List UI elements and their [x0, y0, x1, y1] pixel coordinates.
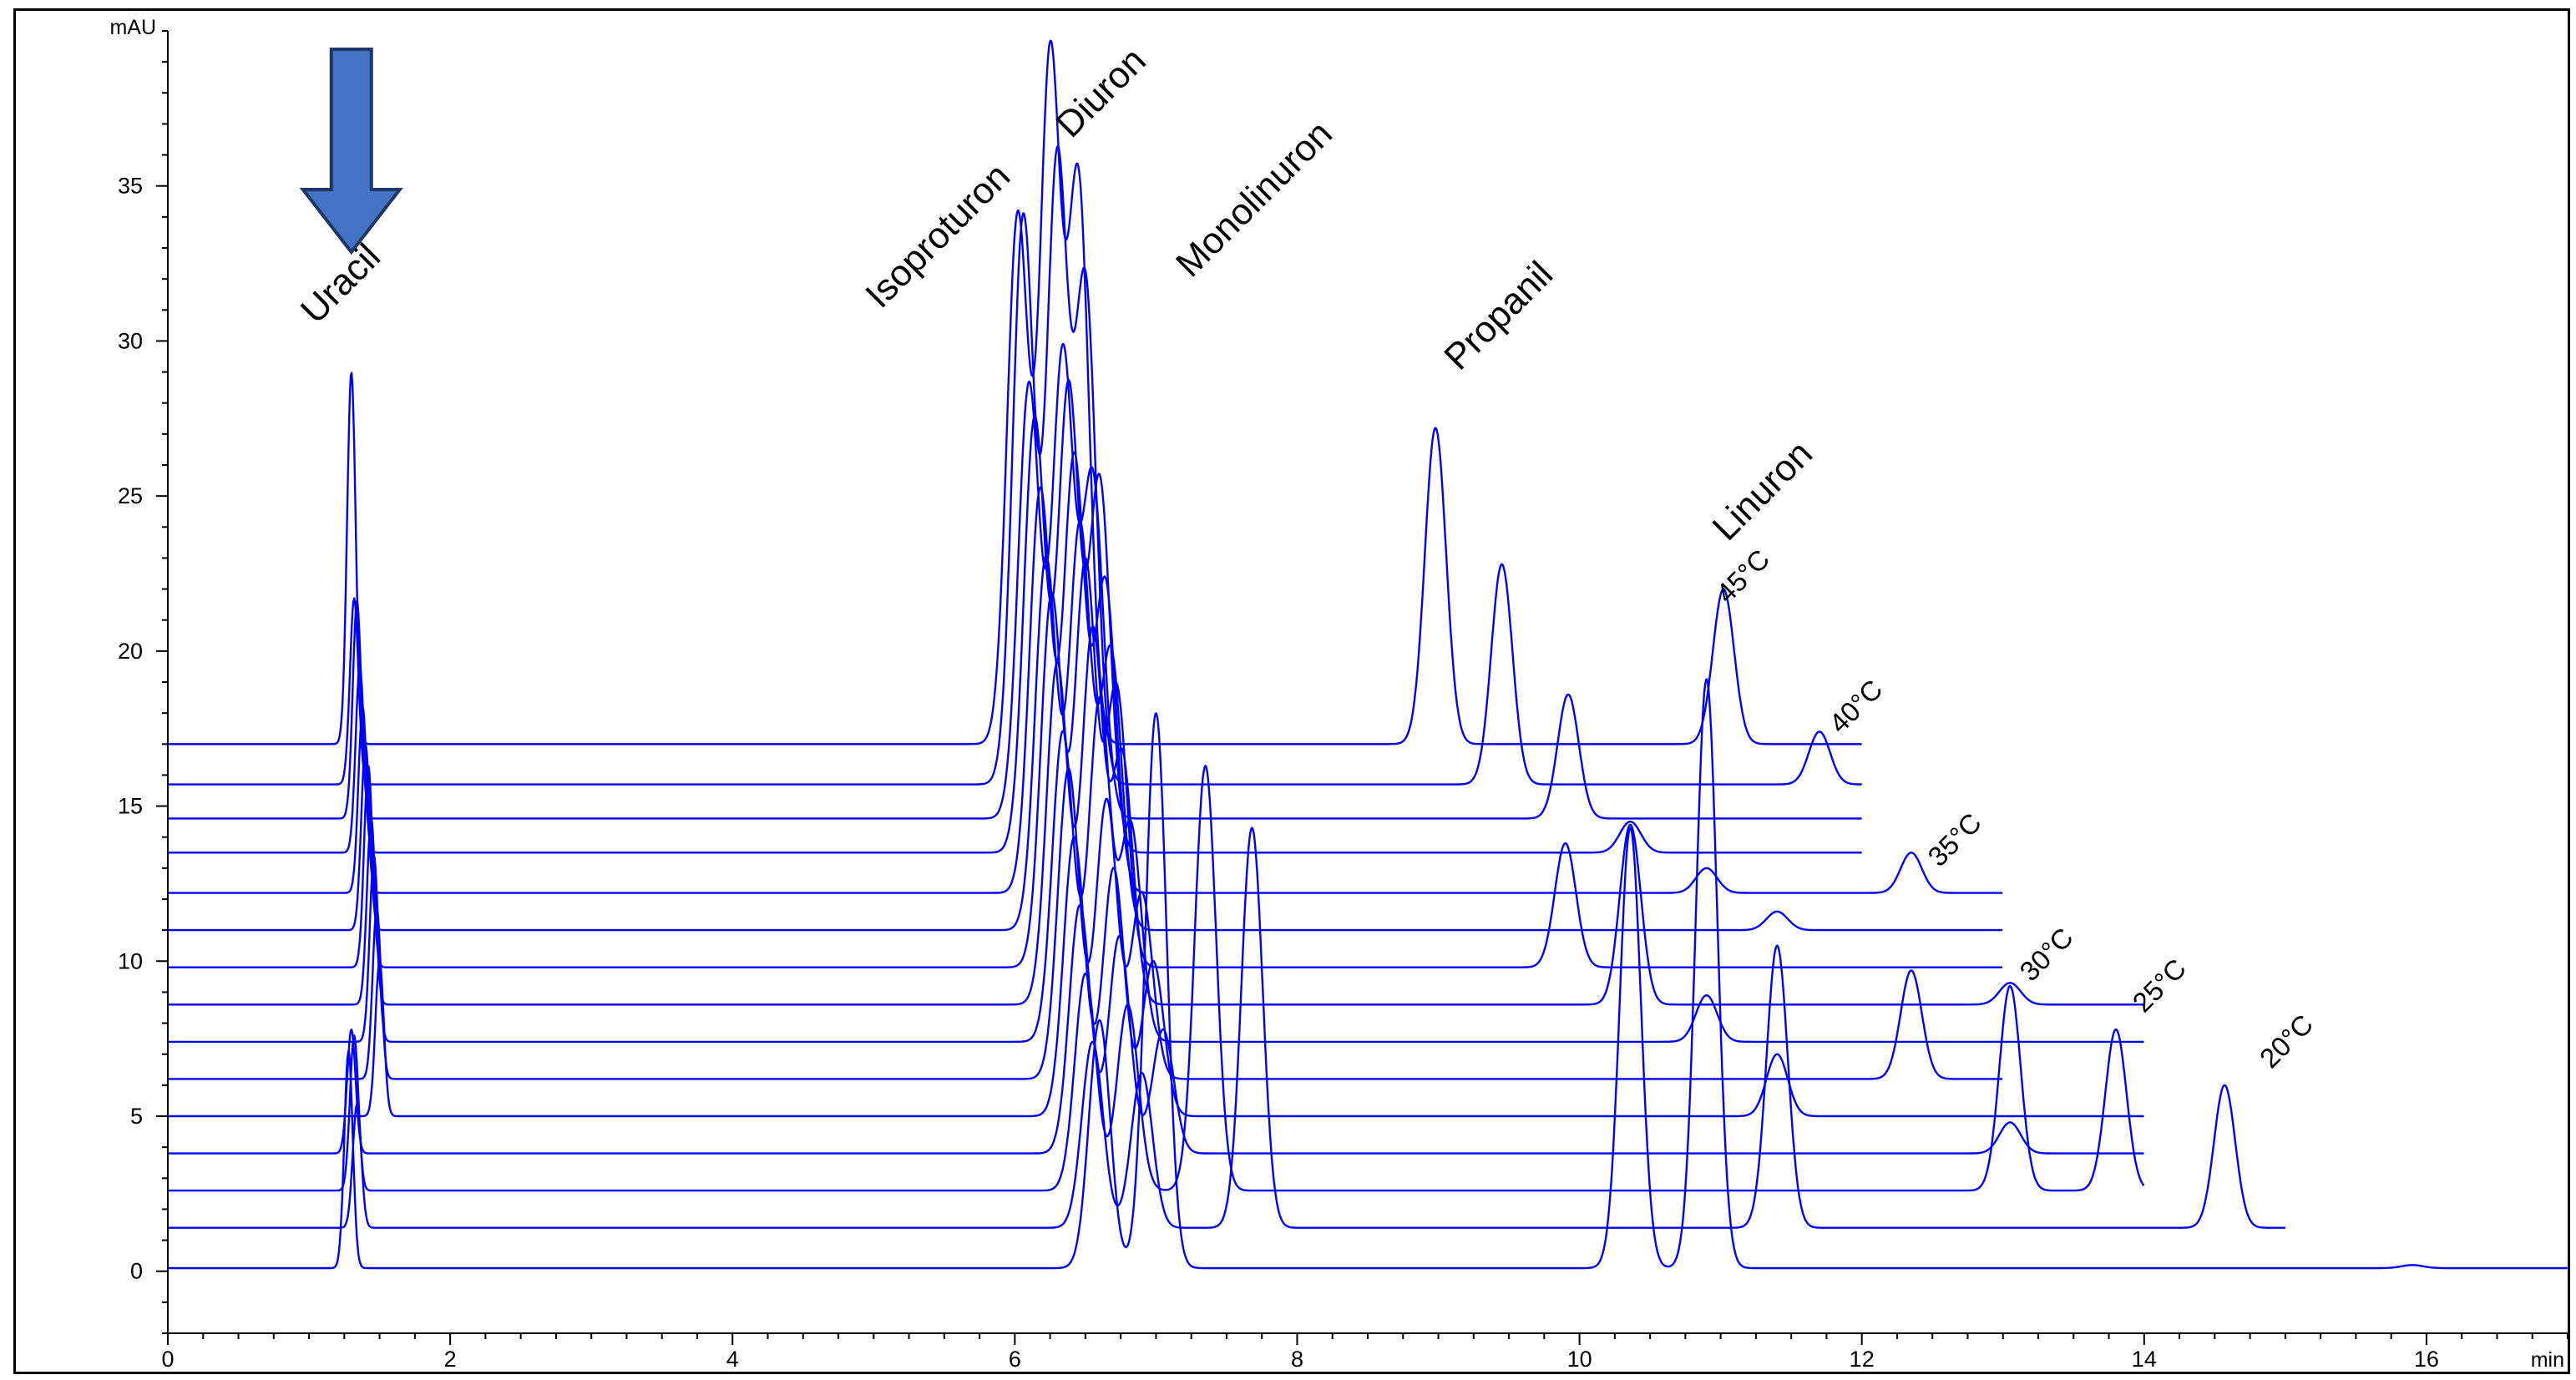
chromatogram-trace-9: [167, 695, 2144, 1044]
chromatogram-trace-8: [167, 624, 2144, 1006]
chromatogram-trace-3: [167, 342, 1862, 820]
y-tick-label: 35: [118, 174, 143, 199]
chromatogram-trace-10: [167, 767, 2003, 1080]
chromatogram-trace-13: [167, 765, 2145, 1192]
chromatogram-trace-11: [167, 836, 2144, 1118]
y-tick-label: 30: [118, 328, 143, 353]
compound-label: Diuron: [1048, 40, 1153, 145]
compound-label: Propanil: [1436, 254, 1561, 378]
temperature-label: 40°C: [1823, 674, 1888, 739]
x-tick-label: 14: [2132, 1347, 2157, 1372]
compound-label: Isoproturon: [858, 155, 1018, 316]
temperature-label: 30°C: [2013, 922, 2078, 987]
chromatogram-frame: 0 5 10 15 20 25 30 35 0 2 4 6 8 10 12 14 16 mAU min Ura…: [13, 8, 2570, 1374]
chromatogram-chart: 0 5 10 15 20 25 30 35 0 2 4 6 8 10 12 14 16 mAU min Ura…: [109, 16, 2568, 1372]
compound-label: Monolinuron: [1168, 113, 1340, 285]
temperature-label: 20°C: [2254, 1008, 2319, 1074]
temperature-label: 35°C: [1921, 807, 1986, 872]
chromatogram-trace-12: [167, 904, 2144, 1155]
x-tick-label: 2: [444, 1347, 457, 1372]
x-axis-ticks: 0 2 4 6 8 10 12 14 16: [161, 1333, 2568, 1372]
x-tick-label: 0: [161, 1347, 174, 1372]
down-arrow-icon: [299, 48, 403, 255]
y-tick-label: 15: [118, 794, 143, 819]
x-axis-unit-label: min: [2531, 1348, 2564, 1372]
y-tick-label: 20: [118, 639, 143, 664]
chromatogram-trace-2: [167, 144, 1862, 786]
x-tick-label: 8: [1291, 1347, 1303, 1372]
x-tick-label: 12: [1850, 1347, 1875, 1372]
y-tick-label: 5: [130, 1104, 143, 1129]
y-tick-label: 25: [118, 483, 143, 508]
x-tick-label: 10: [1567, 1347, 1592, 1372]
temperature-label: 25°C: [2127, 953, 2192, 1018]
y-tick-label: 10: [118, 948, 143, 973]
x-tick-label: 6: [1009, 1347, 1021, 1372]
chromatogram-trace-7: [167, 557, 2003, 968]
compound-label: Uracil: [293, 236, 388, 331]
compound-label: Linuron: [1705, 432, 1820, 548]
x-tick-label: 4: [726, 1347, 739, 1372]
y-tick-label: 0: [130, 1259, 143, 1284]
chromatogram-trace-15: [167, 678, 2568, 1270]
y-axis-unit-label: mAU: [109, 16, 156, 39]
chromatogram-trace-4: [167, 379, 1862, 854]
axes: 0 5 10 15 20 25 30 35 0 2 4 6 8 10 12 14 16 mAU min: [109, 16, 2568, 1372]
chromatogram-trace-14: [167, 826, 2286, 1229]
chromatogram-traces: [167, 39, 2568, 1270]
y-axis-ticks: 0 5 10 15 20 25 30 35: [118, 30, 168, 1334]
x-tick-label: 16: [2414, 1347, 2439, 1372]
